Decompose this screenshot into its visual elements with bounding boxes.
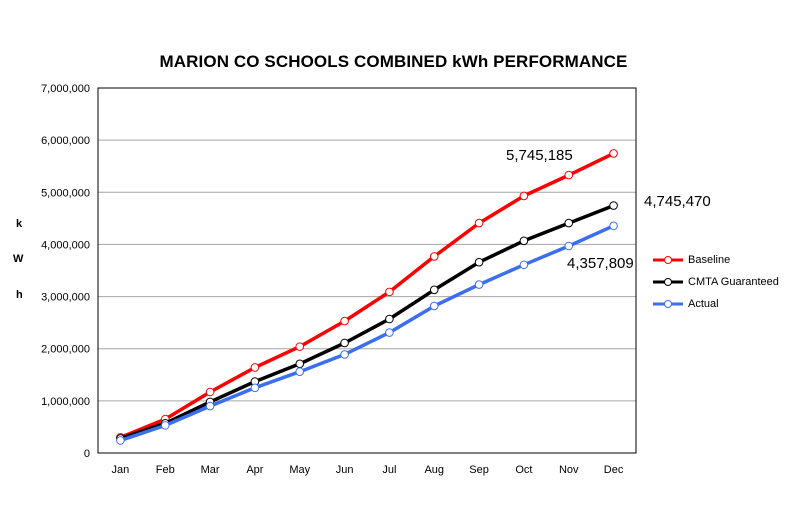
guaranteed-end-label: 4,745,470: [644, 193, 711, 210]
data-point: [205, 401, 215, 411]
data-point: [564, 241, 574, 251]
y-tick-label: 7,000,000: [41, 83, 90, 95]
x-tick-label: Jul: [382, 464, 396, 476]
data-point: [429, 285, 439, 295]
legend-swatch-baseline: [653, 256, 683, 264]
x-tick-label: Apr: [246, 464, 263, 476]
series-line-0: [118, 151, 616, 440]
data-point: [295, 367, 305, 376]
x-tick-label: Jan: [112, 464, 130, 476]
data-point: [519, 260, 529, 270]
legend-label-actual: Actual: [688, 298, 719, 310]
x-tick-label: Dec: [604, 464, 624, 476]
data-point: [609, 221, 618, 231]
y-axis-label-w: W: [13, 253, 24, 265]
data-point: [564, 170, 574, 180]
data-point: [340, 350, 349, 359]
x-tick-label: Aug: [424, 464, 444, 476]
x-tick-label: Oct: [515, 464, 532, 476]
data-point: [295, 342, 305, 351]
legend-item-baseline: Baseline: [652, 249, 779, 271]
data-point: [564, 218, 574, 228]
data-point: [205, 387, 215, 397]
data-point: [609, 201, 618, 210]
x-tick-label: Feb: [156, 464, 175, 476]
x-tick-label: Nov: [559, 464, 579, 476]
data-point: [429, 252, 439, 261]
y-axis-label-k: k: [16, 218, 23, 230]
y-tick-label: 6,000,000: [41, 135, 90, 147]
legend-label-baseline: Baseline: [688, 254, 731, 266]
actual-end-label: 4,357,809: [567, 255, 634, 272]
x-tick-label: Mar: [201, 464, 220, 476]
legend-swatch-guaranteed: [653, 278, 683, 286]
baseline-end-label: 5,745,185: [506, 147, 573, 164]
data-point: [609, 149, 618, 158]
data-point: [385, 314, 394, 324]
y-tick-label: 2,000,000: [41, 344, 90, 356]
data-point: [340, 338, 349, 348]
y-tick-label: 0: [84, 448, 90, 460]
x-tick-label: Sep: [469, 464, 489, 476]
data-point: [385, 328, 394, 337]
data-point: [340, 316, 349, 326]
data-point: [250, 363, 260, 372]
chart-legend: Baseline CMTA Guaranteed Actual: [652, 249, 779, 315]
chart-title: MARION CO SCHOOLS COMBINED kWh PERFORMAN…: [159, 52, 628, 71]
series-line-2: [118, 224, 616, 443]
data-point: [250, 383, 260, 393]
data-point: [474, 280, 484, 289]
y-tick-label: 5,000,000: [41, 187, 90, 199]
x-tick-label: Jun: [336, 464, 354, 476]
data-point: [519, 236, 529, 246]
data-point: [519, 191, 529, 201]
y-axis-label-h: h: [16, 289, 23, 301]
data-point: [116, 436, 125, 445]
legend-item-guaranteed: CMTA Guaranteed: [652, 271, 779, 293]
data-point: [160, 421, 170, 430]
legend-item-actual: Actual: [652, 293, 779, 315]
legend-label-guaranteed: CMTA Guaranteed: [688, 276, 779, 288]
y-tick-label: 4,000,000: [41, 239, 90, 251]
series-line-1: [118, 203, 616, 441]
x-tick-label: May: [289, 464, 310, 476]
data-point: [385, 287, 394, 297]
data-point: [429, 301, 439, 311]
data-point: [474, 218, 484, 228]
y-tick-label: 3,000,000: [41, 292, 90, 304]
legend-swatch-actual: [653, 300, 683, 308]
data-point: [474, 257, 484, 267]
y-tick-label: 1,000,000: [41, 396, 90, 408]
plot-area-border: [97, 87, 637, 454]
data-point: [295, 359, 305, 369]
